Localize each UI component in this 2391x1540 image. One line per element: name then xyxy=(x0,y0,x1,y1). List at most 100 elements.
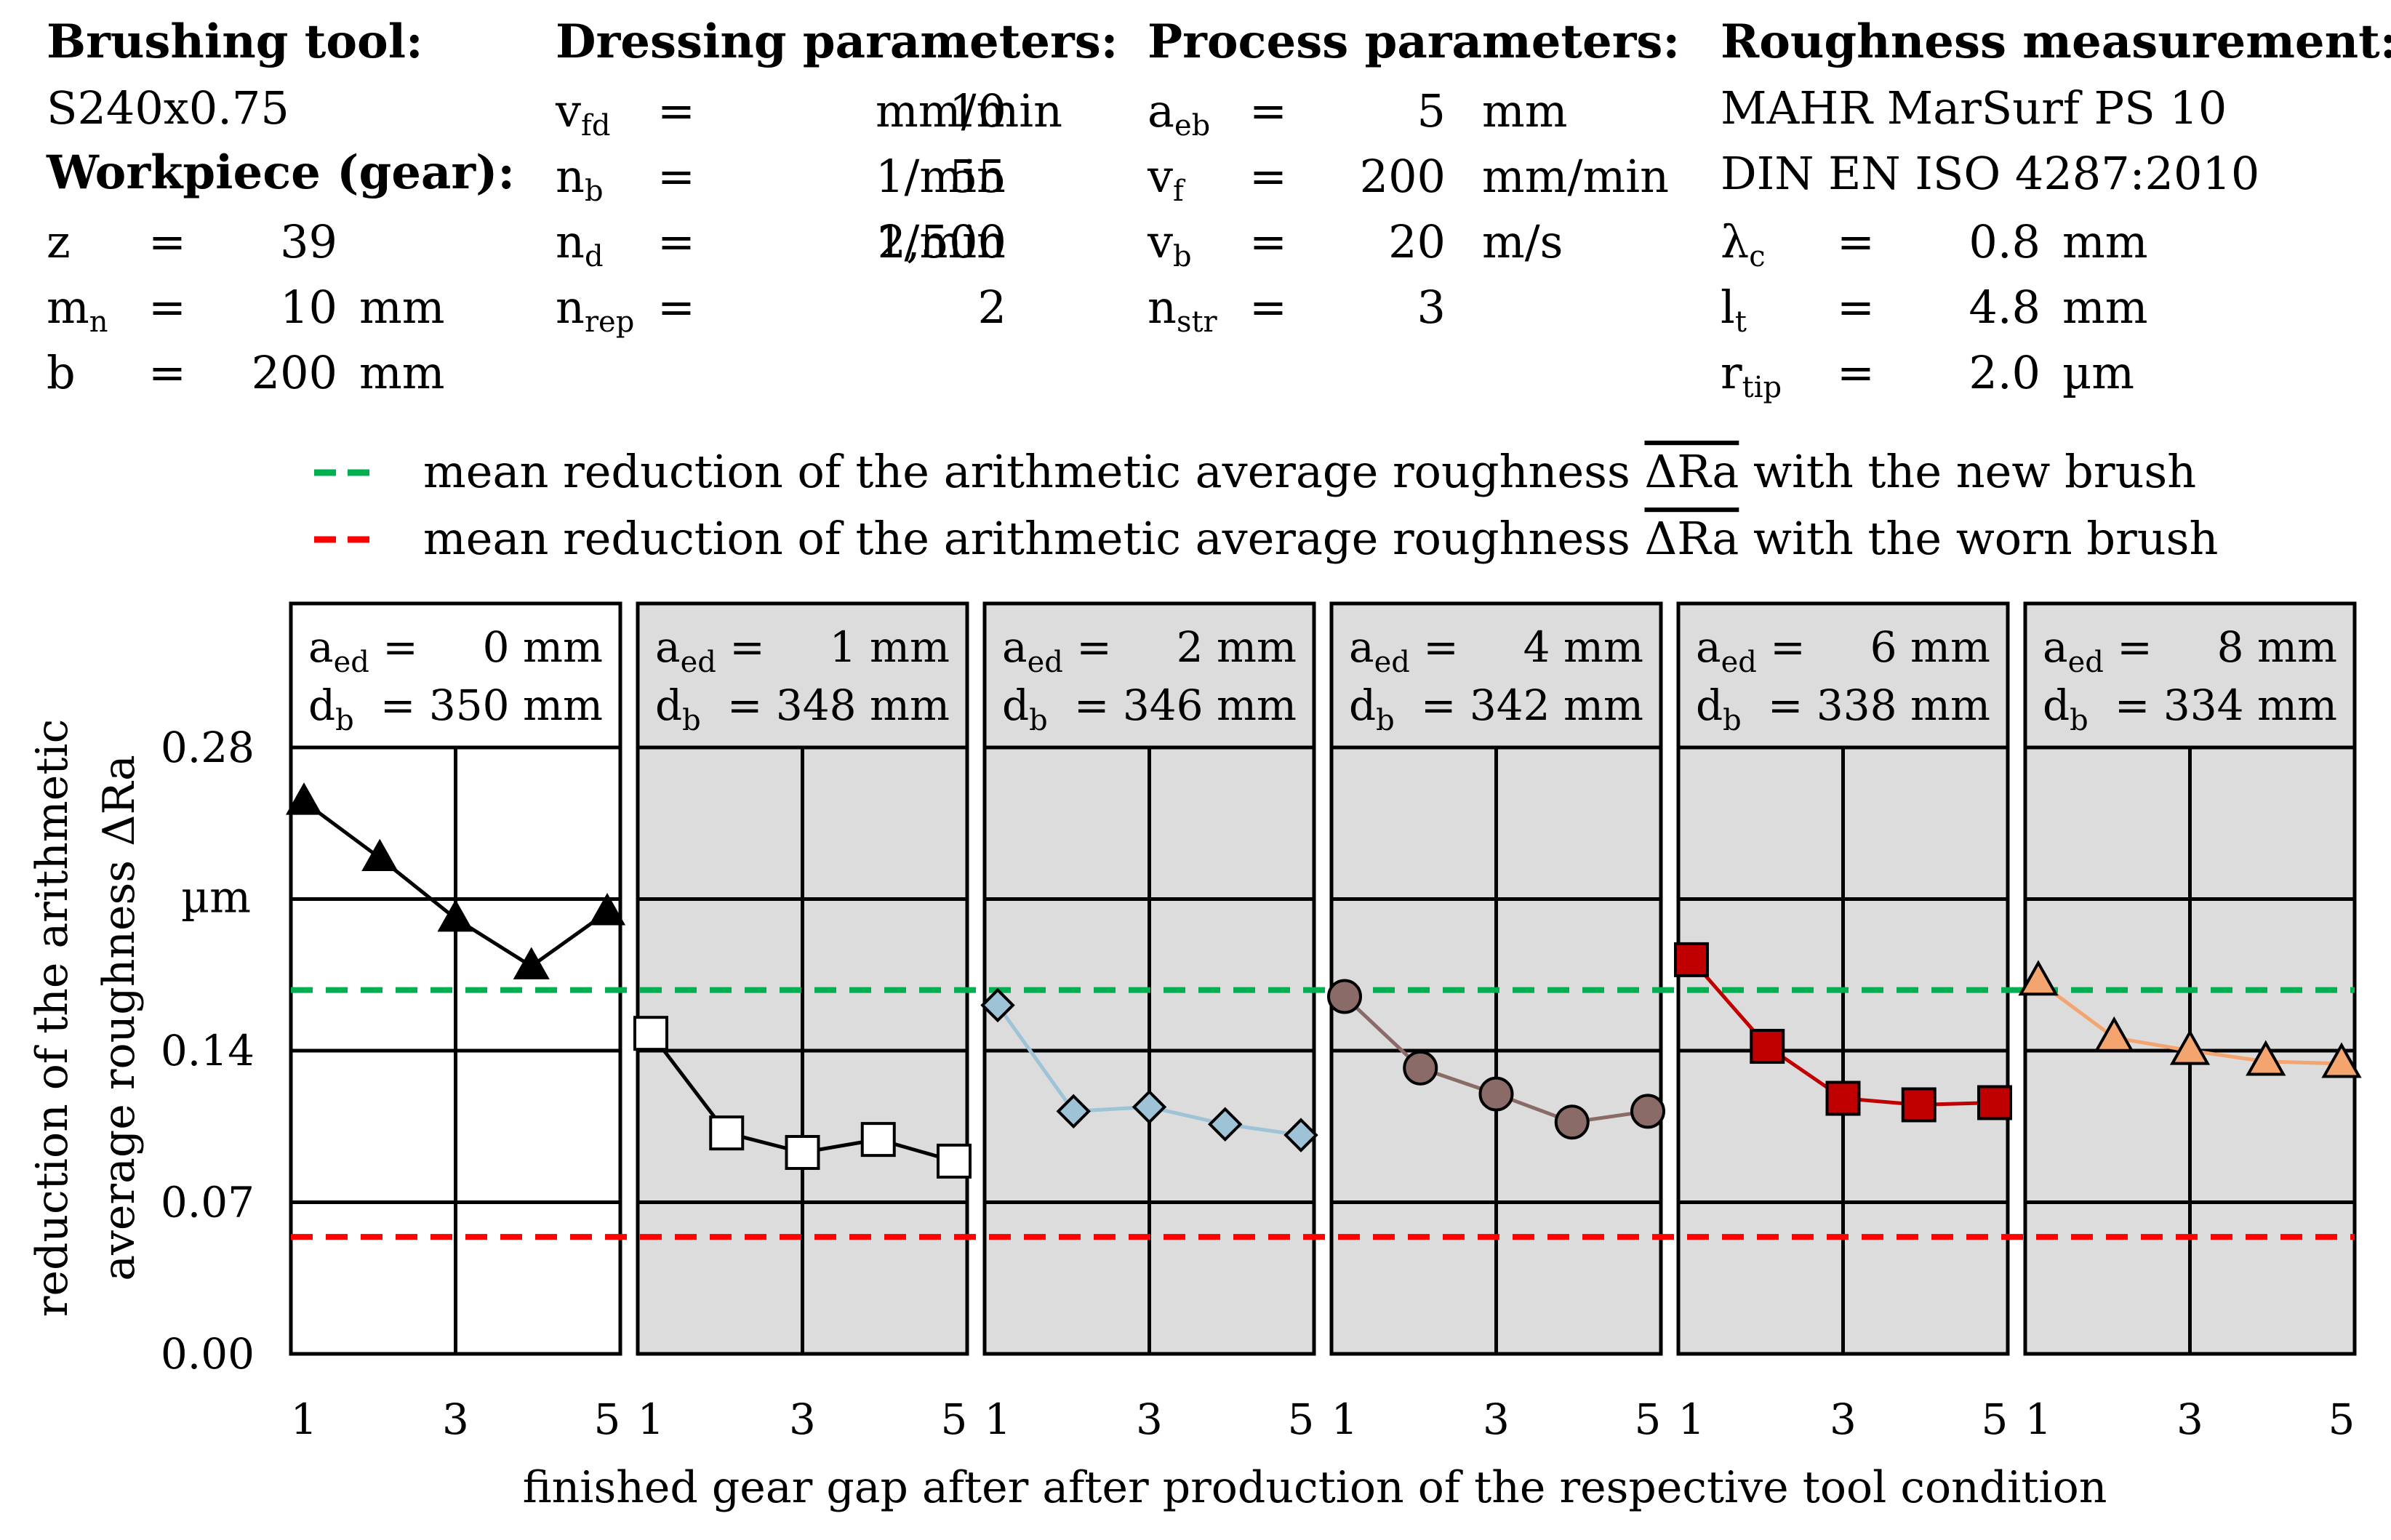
param-unit: mm xyxy=(359,346,445,399)
panel-aed-value: 1 mm xyxy=(830,622,950,672)
data-point-1-1 xyxy=(633,1016,668,1051)
data-point-0-5 xyxy=(588,893,626,926)
param-unit: m/s xyxy=(1482,215,1563,268)
panel-db-label: db xyxy=(308,681,354,737)
y-tick-label: 0.14 xyxy=(161,1026,255,1075)
param-equals: = xyxy=(657,84,695,137)
data-point-3-4 xyxy=(1554,1104,1590,1140)
param-value: 200 xyxy=(1359,150,1446,203)
panel-header xyxy=(636,601,969,750)
param-symbol: nb xyxy=(556,150,604,208)
data-point-2-5 xyxy=(1283,1118,1318,1152)
data-point-0-3 xyxy=(437,899,474,932)
brushing-tool-title: Brushing tool: xyxy=(47,15,423,69)
data-point-5-3 xyxy=(2169,1029,2211,1065)
panel-aed-label: aed = xyxy=(1349,622,1459,679)
param-unit: 1/min xyxy=(876,215,1006,268)
x-tick-label: 3 xyxy=(1483,1395,1510,1444)
data-point-0-1 xyxy=(285,782,323,815)
param-equals: = xyxy=(1837,346,1875,399)
param-value: 10 xyxy=(949,84,1006,137)
data-point-3-5 xyxy=(1630,1094,1665,1129)
panel-db-value: = 346 mm xyxy=(1074,681,1297,730)
y-axis-label-line2: average roughness ΔRa xyxy=(94,755,145,1281)
param-value: 2,500 xyxy=(877,215,1007,268)
x-tick-label: 5 xyxy=(941,1395,968,1444)
panel-db-label: db xyxy=(1002,681,1048,737)
param-symbol: aeb xyxy=(1148,84,1211,143)
param-equals: = xyxy=(1249,84,1287,137)
data-point-1-3 xyxy=(785,1134,820,1170)
param-symbol: rtip xyxy=(1721,346,1782,404)
param-unit: µm xyxy=(2062,346,2135,399)
x-tick-label: 3 xyxy=(442,1395,469,1444)
data-point-5-1 xyxy=(2018,960,2059,996)
x-tick-label: 1 xyxy=(1331,1395,1358,1444)
param-symbol: z xyxy=(47,215,71,268)
param-value: 55 xyxy=(949,150,1006,203)
param-value: 10 xyxy=(280,281,337,334)
data-point-4-1 xyxy=(1674,942,1709,977)
data-point-2-2 xyxy=(1056,1094,1091,1129)
panel-header xyxy=(289,601,622,750)
param-equals: = xyxy=(657,281,695,334)
panel-db-value: = 350 mm xyxy=(380,681,603,730)
roughness-standard: DIN EN ISO 4287:2010 xyxy=(1721,147,2260,200)
param-symbol: nd xyxy=(556,215,604,273)
data-point-4-3 xyxy=(1825,1080,1861,1116)
param-value: 2.0 xyxy=(1969,346,2040,399)
brushing-tool-value: S240x0.75 xyxy=(47,81,289,135)
x-tick-label: 3 xyxy=(1136,1395,1163,1444)
x-tick-label: 1 xyxy=(2025,1395,2052,1444)
data-point-2-3 xyxy=(1132,1089,1167,1125)
data-point-5-4 xyxy=(2246,1040,2286,1076)
x-tick-label: 3 xyxy=(789,1395,816,1444)
param-symbol: b xyxy=(47,346,76,399)
x-tick-label: 3 xyxy=(1830,1395,1857,1444)
data-point-4-4 xyxy=(1901,1087,1937,1123)
param-unit: mm/min xyxy=(876,84,1063,137)
panel-aed-label: aed = xyxy=(2043,622,2152,679)
param-symbol: nrep xyxy=(556,281,635,339)
x-tick-label: 1 xyxy=(291,1395,318,1444)
param-symbol: vfd xyxy=(556,84,611,143)
data-point-2-1 xyxy=(980,987,1015,1023)
data-point-5-5 xyxy=(2321,1042,2362,1078)
panel-aed-value: 0 mm xyxy=(483,622,603,672)
param-equals: = xyxy=(1249,215,1287,268)
data-point-1-2 xyxy=(709,1115,745,1151)
x-axis-label: finished gear gap after after production… xyxy=(523,1462,2107,1513)
panel-db-value: = 342 mm xyxy=(1421,681,1643,730)
legend-text-new-brush: mean reduction of the arithmetic average… xyxy=(423,445,2196,498)
param-value: 2 xyxy=(977,281,1006,334)
workpiece-title: Workpiece (gear): xyxy=(47,145,515,200)
param-unit: mm xyxy=(359,281,445,334)
panel-db-label: db xyxy=(2043,681,2088,737)
panel-1: aed = 1 mm db = 348 mm xyxy=(636,601,969,1356)
param-equals: = xyxy=(148,215,186,268)
param-symbol: mn xyxy=(47,281,108,339)
y-axis-label-line1: reduction of the arithmetic xyxy=(27,719,78,1317)
panel-db-value: = 338 mm xyxy=(1768,681,1990,730)
param-symbol: vb xyxy=(1148,215,1192,273)
x-tick-label: 5 xyxy=(594,1395,621,1444)
x-tick-label: 5 xyxy=(1288,1395,1315,1444)
data-point-4-2 xyxy=(1750,1029,1785,1064)
panel-5: aed = 8 mm db = 334 mm xyxy=(2023,601,2357,1356)
panel-aed-label: aed = xyxy=(1002,622,1112,679)
panel-db-value: = 348 mm xyxy=(727,681,950,730)
y-tick-label: 0.07 xyxy=(161,1178,255,1227)
param-equals: = xyxy=(1837,281,1875,334)
data-point-4-5 xyxy=(1977,1085,2012,1120)
x-tick-label: 5 xyxy=(1982,1395,2008,1444)
param-value: 39 xyxy=(280,215,337,268)
param-symbol: vf xyxy=(1148,150,1184,208)
param-equals: = xyxy=(148,346,186,399)
param-equals: = xyxy=(1249,281,1287,334)
param-unit: mm/min xyxy=(1482,150,1670,203)
panel-db-label: db xyxy=(1696,681,1742,737)
panel-aed-value: 8 mm xyxy=(2217,622,2337,672)
legend-text-worn-brush: mean reduction of the arithmetic average… xyxy=(423,512,2218,565)
param-unit: 1/min xyxy=(876,150,1006,203)
